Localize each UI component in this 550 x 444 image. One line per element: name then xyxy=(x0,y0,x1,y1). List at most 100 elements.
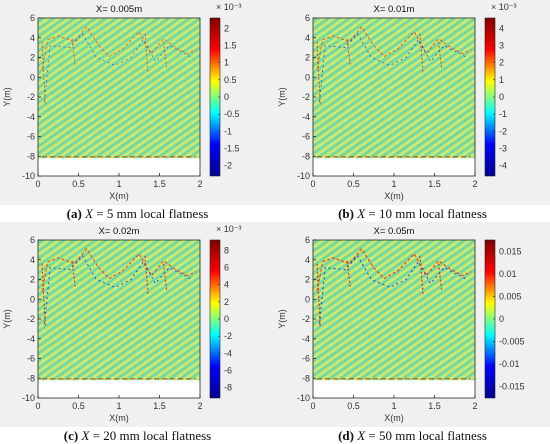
colorbar-exponent: × 10⁻³ xyxy=(216,224,242,234)
flatness-field xyxy=(38,18,200,159)
colorbar-tick-label: 2 xyxy=(224,297,229,307)
y-tick-label: -2 xyxy=(302,92,310,102)
y-tick-label: 4 xyxy=(30,255,35,265)
x-axis-label: X(m) xyxy=(109,191,129,201)
colorbar-tick-label: 1 xyxy=(224,58,229,68)
caption-variable: X xyxy=(81,428,90,443)
seam-streak xyxy=(419,33,424,74)
colorbar-tick-label: 4 xyxy=(224,280,229,290)
ridge-streak xyxy=(316,247,472,292)
y-tick-label: 6 xyxy=(305,13,310,23)
colorbar-tick-label: 1.5 xyxy=(224,40,237,50)
x-axis-label: X(m) xyxy=(384,413,404,423)
y-axis-label: Y(m) xyxy=(277,87,287,107)
y-tick-label: -8 xyxy=(302,373,310,383)
y-tick-label: -4 xyxy=(27,334,35,344)
colorbar-tick-label: 6 xyxy=(224,262,229,272)
seam-streak xyxy=(316,263,321,327)
seam-streak xyxy=(163,263,168,292)
colorbar-exponent: × 10⁻³ xyxy=(491,2,517,12)
trough-streak xyxy=(318,254,468,324)
colorbar-tick-label: 8 xyxy=(224,245,229,255)
colorbar-tick-label: -3 xyxy=(499,144,507,154)
caption-text: = 20 mm local flatness xyxy=(89,428,212,443)
trough-streak xyxy=(319,33,468,102)
seam-streak xyxy=(41,41,46,105)
y-tick-label: -6 xyxy=(302,132,310,142)
x-tick-label: 1.5 xyxy=(153,401,166,411)
caption-label: (b) xyxy=(338,206,354,221)
trough-streak xyxy=(43,254,193,324)
chart-panel-a: X= 0.005m 0 0.5 1 1.5 2 6 4 2 0 -2 -4 -6 -8 -10 X(m) Y(m… xyxy=(0,0,275,222)
colorbar-tick-label: -6 xyxy=(224,366,232,376)
y-axis-label: Y(m) xyxy=(2,309,12,329)
y-tick-label: 4 xyxy=(305,255,310,265)
x-tick-label: 1 xyxy=(116,401,121,411)
x-tick-label: 2 xyxy=(197,401,202,411)
y-tick-label: 2 xyxy=(30,275,35,285)
colorbar-tick-label: -4 xyxy=(499,161,507,171)
chart-panel-b: X= 0.01m 0 0.5 1 1.5 2 6 4 2 0 -2 -4 -6 -8 -10 X(m) Y(m)… xyxy=(275,0,550,222)
x-tick-label: 1 xyxy=(391,401,396,411)
x-tick-label: 0.5 xyxy=(72,401,85,411)
x-tick-label: 1 xyxy=(116,179,121,189)
colorbar-tick-label: 0 xyxy=(499,314,504,324)
ridge-streak xyxy=(41,248,197,292)
caption-d: (d) X = 50 mm local flatness xyxy=(275,428,550,444)
y-tick-label: 0 xyxy=(305,294,310,304)
colorbar-tick-label: -1 xyxy=(499,109,507,119)
caption-label: (d) xyxy=(338,428,354,443)
x-tick-label: 2 xyxy=(472,179,477,189)
y-tick-label: 6 xyxy=(30,235,35,245)
y-tick-label: 0 xyxy=(305,72,310,82)
trough-streak xyxy=(44,33,193,102)
colorbar-tick-label: 0 xyxy=(224,314,229,324)
x-tick-label: 2 xyxy=(472,401,477,411)
y-tick-label: -8 xyxy=(302,151,310,161)
ridge-streak xyxy=(41,26,197,70)
x-tick-label: 0 xyxy=(35,179,40,189)
seam-streak xyxy=(419,255,424,296)
colorbar-tick-label: -2 xyxy=(224,331,232,341)
colorbar-tick-label: 0 xyxy=(224,92,229,102)
y-tick-label: -6 xyxy=(27,132,35,142)
caption-text: = 5 mm local flatness xyxy=(93,206,209,221)
caption-variable: X xyxy=(357,428,366,443)
x-axis-label: X(m) xyxy=(384,191,404,201)
y-tick-label: 2 xyxy=(305,275,310,285)
colorbar-tick-label: -1 xyxy=(224,126,232,136)
y-tick-label: 2 xyxy=(305,53,310,63)
colorbar-tick-label: 0.01 xyxy=(499,269,517,279)
y-tick-label: -4 xyxy=(302,334,310,344)
y-tick-label: 4 xyxy=(305,33,310,43)
colorbar-tick-label: -2 xyxy=(224,161,232,171)
seam-streak xyxy=(437,263,443,292)
heatmap-svg-c: X= 0.02m 0 0.5 1 1.5 2 6 4 2 0 -2 -4 -6 -8 -10 X(m) Y(m)… xyxy=(0,222,275,427)
caption-c: (c) X = 20 mm local flatness xyxy=(0,428,275,444)
colorbar-tick-label: 3 xyxy=(499,40,504,50)
colorbar-tick-label: -8 xyxy=(224,383,232,393)
y-tick-label: -2 xyxy=(27,314,35,324)
y-tick-label: -4 xyxy=(302,112,310,122)
seam-streak xyxy=(346,260,351,288)
y-tick-label: -10 xyxy=(22,171,35,181)
colorbar-tick-label: 2 xyxy=(499,58,504,68)
y-tick-label: -8 xyxy=(27,373,35,383)
x-tick-label: 0.5 xyxy=(72,179,85,189)
caption-text: = 10 mm local flatness xyxy=(365,206,487,221)
y-tick-label: 0 xyxy=(30,72,35,82)
caption-text: = 50 mm local flatness xyxy=(365,428,487,443)
colorbar-tick-label: 0 xyxy=(499,92,504,102)
y-axis-label: Y(m) xyxy=(277,309,287,329)
x-tick-label: 0.5 xyxy=(347,401,360,411)
colorbar-tick-label: 0.5 xyxy=(224,75,237,85)
seam-streak xyxy=(144,33,149,74)
x-tick-label: 1.5 xyxy=(428,179,441,189)
flatness-field xyxy=(313,240,475,381)
colorbar-tick-label: -4 xyxy=(224,348,232,358)
colorbar-exponent: × 10⁻³ xyxy=(216,2,242,12)
seam-streak xyxy=(163,41,168,70)
colorbar-tick-label: -0.5 xyxy=(224,109,240,119)
y-tick-label: -4 xyxy=(27,112,35,122)
